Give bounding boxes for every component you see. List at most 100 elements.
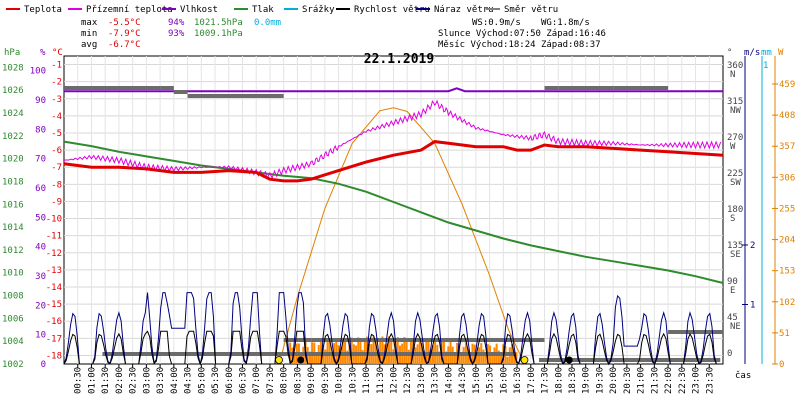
humidity-line [64, 87, 723, 93]
legend: Teplota Přízemní teplota Vlhkost Tlak Srážky… [6, 5, 558, 15]
ms-tick-label: 2 [750, 241, 755, 251]
dir-tick-value: 0 [727, 349, 732, 359]
solar-bar [366, 336, 369, 364]
temp-tick-label: -17 [46, 334, 62, 344]
solar-bar [388, 336, 391, 364]
legend-label: Vlhkost [180, 5, 218, 15]
hpa-tick-label: 1014 [2, 223, 24, 233]
pct-tick-label: 60 [35, 184, 46, 194]
stat-moon: Měsíc Východ:18:24 Západ:08:37 [438, 40, 601, 50]
dir-tick-cardinal: W [730, 142, 736, 152]
wm2-tick-label: 51 [779, 329, 790, 339]
moonrise-marker [565, 356, 573, 364]
hpa-tick-label: 1002 [2, 360, 24, 370]
solar-bar [482, 349, 485, 364]
x-tick-label: 09:30 [321, 367, 331, 394]
stat-min-label: min [81, 29, 97, 39]
hpa-tick-label: 1018 [2, 177, 24, 187]
x-tick-label: 21:30 [650, 367, 660, 394]
solar-bar [379, 338, 382, 364]
stat-min-temp: -7.9°C [108, 29, 141, 39]
x-tick-label: 19:00 [582, 367, 592, 394]
solar-bar [453, 352, 456, 364]
x-tick-label: 17:00 [527, 367, 537, 394]
x-tick-label: 11:30 [376, 367, 386, 394]
stat-max-temp: -5.5°C [108, 18, 141, 28]
x-tick-label: 02:30 [129, 367, 139, 394]
solar-bar [407, 349, 410, 364]
x-tick-label: 05:30 [211, 367, 221, 394]
x-tick-label: 03:30 [156, 367, 166, 394]
temperature-line [63, 140, 724, 183]
dir-tick-value: 225 [727, 169, 743, 179]
solar-bar [506, 356, 509, 364]
solar-bar [396, 337, 399, 364]
x-tick-label: 10:00 [335, 367, 345, 394]
legend-label: Přízemní teplota [86, 5, 173, 15]
temp-tick-label: -5 [51, 129, 62, 139]
solar-bar [308, 351, 311, 364]
solar-bar [438, 351, 441, 364]
solar-bar [500, 352, 503, 364]
wm2-tick-label: 102 [779, 298, 795, 308]
legend-label: Teplota [24, 5, 62, 15]
dir-tick-cardinal: SE [730, 250, 741, 260]
pct-tick-label: 90 [35, 96, 46, 106]
x-tick-label: 19:30 [595, 367, 605, 394]
temp-axis-label: °C [52, 48, 63, 58]
x-tick-label: 01:30 [101, 367, 111, 394]
solar-radiation-line [278, 107, 525, 365]
x-tick-label: 12:30 [403, 367, 413, 394]
x-axis-label: čas [735, 370, 751, 381]
temp-tick-label: -16 [46, 317, 62, 327]
wm2-tick-label: 408 [779, 111, 795, 121]
mm-axis-label: mm [761, 48, 772, 58]
pct-tick-label: 40 [35, 243, 46, 253]
stat-avg-temp: -6.7°C [108, 40, 141, 50]
dir-tick-value: 180 [727, 205, 743, 215]
solar-bar [330, 351, 333, 364]
temp-tick-label: -12 [46, 249, 62, 259]
pressure-line [63, 140, 724, 284]
temp-tick-label: -13 [46, 266, 62, 276]
solar-bar [357, 337, 360, 364]
x-tick-label: 10:30 [348, 367, 358, 394]
solar-bar [513, 351, 516, 364]
pct-tick-label: 30 [35, 272, 46, 282]
x-tick-label: 12:00 [390, 367, 400, 394]
x-tick-label: 01:00 [87, 367, 97, 394]
solar-bar [293, 353, 296, 364]
x-tick-label: 04:30 [184, 367, 194, 394]
x-tick-label: 14:00 [444, 367, 454, 394]
sunset-marker [520, 356, 529, 364]
pct-axis-label: % [40, 48, 46, 58]
stat-ws: WS:0.9m/s [472, 18, 521, 28]
stat-sun: Slunce Východ:07:50 Západ:16:46 [438, 29, 606, 39]
temp-tick-label: -2 [51, 78, 62, 88]
x-tick-label: 03:00 [142, 367, 152, 394]
legend-label: Náraz větru [434, 5, 494, 15]
solar-bar [374, 339, 377, 364]
x-tick-label: 11:00 [362, 367, 372, 394]
solar-bar [381, 336, 384, 364]
wm2-tick-label: 459 [779, 80, 795, 90]
dir-tick-value: 270 [727, 133, 743, 143]
pct-tick-label: 80 [35, 125, 46, 135]
solar-bar [484, 352, 487, 364]
dir-tick-value: 135 [727, 241, 743, 251]
hpa-axis-label: hPa [4, 48, 20, 58]
dir-tick-cardinal: S [730, 214, 735, 224]
temp-tick-label: -6 [51, 146, 62, 156]
temp-tick-label: -15 [46, 300, 62, 310]
solar-bar [335, 338, 338, 364]
legend-label: Srážky [302, 5, 335, 15]
x-tick-label: 22:00 [664, 367, 674, 394]
x-tick-label: 17:30 [541, 367, 551, 394]
chart-title: 22.1.2019 [364, 52, 434, 67]
stat-max-hum: 94% [168, 18, 185, 28]
legend-label: Tlak [252, 5, 274, 15]
pct-tick-label: 100 [30, 67, 46, 77]
x-tick-label: 22:30 [678, 367, 688, 394]
stat-avg-label: avg [81, 40, 97, 50]
temp-tick-label: -1 [51, 61, 62, 71]
